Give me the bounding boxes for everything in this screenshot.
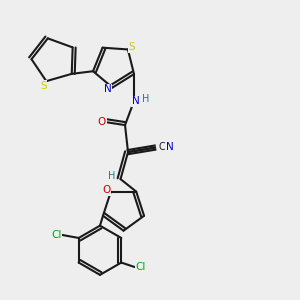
Text: S: S	[128, 42, 135, 52]
Text: O: O	[98, 117, 106, 127]
Text: C: C	[158, 142, 165, 152]
Text: N: N	[104, 84, 112, 94]
Text: H: H	[142, 94, 149, 104]
Text: S: S	[40, 81, 46, 91]
Text: H: H	[108, 171, 115, 181]
Text: Cl: Cl	[52, 230, 62, 240]
Text: N: N	[166, 142, 173, 152]
Text: O: O	[102, 185, 110, 195]
Text: N: N	[132, 96, 140, 106]
Text: Cl: Cl	[136, 262, 146, 272]
